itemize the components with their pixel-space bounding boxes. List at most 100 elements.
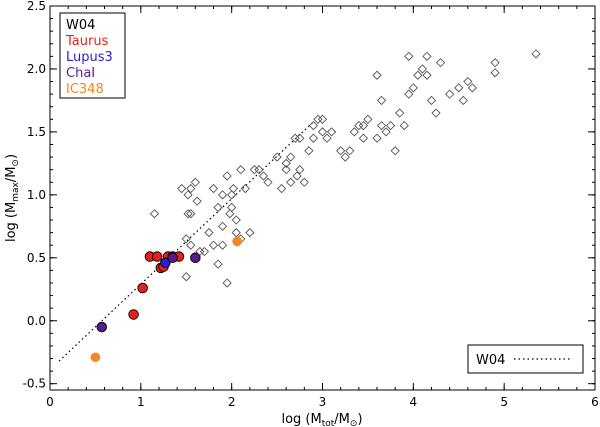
point-w04 (317, 114, 328, 124)
point-w04 (213, 259, 223, 269)
point-ic348 (90, 352, 101, 363)
point-w04 (435, 58, 446, 68)
legend-entry-lupus3: Lupus3 (66, 50, 113, 65)
point-w04 (290, 133, 300, 143)
point-w04 (390, 146, 400, 156)
point-w04 (225, 209, 235, 219)
point-w04 (245, 227, 255, 238)
point-w04 (404, 89, 414, 99)
point-w04 (454, 83, 464, 93)
x-tick-label: 6 (591, 395, 599, 409)
point-taurus (137, 282, 148, 294)
legend-box (59, 12, 126, 99)
y-tick-label: 1.5 (27, 125, 46, 139)
point-w04 (254, 165, 264, 175)
x-tick-label: 2 (228, 395, 236, 409)
point-w04 (408, 83, 418, 93)
y-tick-label: 1.0 (27, 188, 46, 202)
legend-entry-w04: W04 (66, 18, 95, 33)
point-chai (190, 252, 201, 264)
point-w04 (281, 158, 291, 169)
point-w04 (372, 133, 382, 143)
point-w04 (295, 133, 305, 143)
point-lupus3 (160, 257, 171, 269)
point-w04 (258, 171, 269, 181)
point-w04 (186, 183, 196, 194)
point-w04 (358, 133, 369, 143)
legend-entry-chai: ChaI (66, 66, 95, 81)
point-w04 (149, 209, 160, 219)
point-w04 (295, 165, 305, 175)
x-tick-label: 1 (137, 395, 145, 409)
point-w04 (417, 64, 428, 74)
point-w04 (426, 95, 437, 106)
x-tick-label: 3 (319, 395, 327, 409)
point-w04 (276, 183, 287, 194)
point-chai (167, 252, 178, 264)
point-w04 (213, 202, 223, 213)
point-chai (96, 321, 108, 333)
legend: W04 Taurus Lupus3 ChaI IC348 (59, 12, 126, 99)
data-points (90, 49, 541, 363)
point-w04 (199, 246, 210, 257)
point-w04 (183, 190, 193, 200)
point-w04 (249, 165, 260, 175)
point-w04 (363, 114, 373, 124)
point-w04 (531, 49, 541, 59)
point-w04 (349, 127, 359, 137)
point-w04 (404, 51, 414, 61)
point-w04 (376, 120, 387, 131)
y-tick-label: 0.5 (27, 251, 46, 265)
y-axis: -0.5 0.0 0.5 1.0 1.5 2.0 2.5 (23, 0, 595, 391)
point-w04 (490, 58, 500, 68)
point-w04 (308, 120, 319, 131)
point-w04 (445, 89, 455, 99)
point-w04 (286, 152, 296, 162)
point-w04 (399, 120, 409, 131)
point-w04 (336, 146, 346, 156)
point-w04 (240, 183, 250, 194)
line-legend-label: W04 (476, 353, 505, 368)
point-w04 (376, 95, 387, 106)
point-w04 (227, 190, 237, 200)
point-w04 (372, 70, 382, 80)
point-w04 (326, 127, 337, 137)
point-w04 (299, 177, 309, 187)
point-w04 (208, 183, 219, 194)
point-w04 (192, 196, 202, 206)
point-w04 (177, 183, 187, 194)
point-w04 (222, 171, 232, 181)
point-w04 (422, 51, 432, 61)
point-w04 (463, 76, 473, 87)
y-tick-label: 0.0 (27, 314, 46, 328)
point-w04 (181, 234, 191, 244)
point-w04 (385, 120, 396, 131)
x-tick-label: 5 (500, 395, 508, 409)
point-w04 (322, 133, 332, 143)
point-w04 (467, 83, 478, 93)
point-w04 (263, 177, 273, 187)
point-w04 (181, 272, 191, 282)
point-w04 (286, 177, 296, 187)
point-w04 (381, 127, 391, 137)
legend-entry-taurus: Taurus (65, 34, 109, 49)
point-w04 (422, 70, 432, 80)
plot-frame (49, 5, 596, 391)
point-w04 (490, 68, 500, 78)
y-tick-label: 2.0 (27, 62, 46, 76)
x-tick-label: 0 (46, 395, 54, 409)
point-w04 (413, 70, 423, 80)
point-w04 (222, 278, 232, 288)
y-axis-title: log (Mmax/M⊙) (4, 154, 21, 242)
point-w04 (354, 120, 364, 131)
point-w04 (358, 120, 369, 131)
legend-entry-ic348: IC348 (66, 82, 104, 97)
point-w04 (190, 177, 200, 187)
point-w04 (227, 202, 237, 213)
x-axis: 0 1 2 3 4 5 6 (46, 6, 599, 409)
point-w04 (183, 209, 193, 219)
point-taurus (151, 251, 163, 262)
point-w04 (395, 108, 405, 118)
point-w04 (217, 221, 228, 231)
point-w04 (313, 114, 323, 124)
